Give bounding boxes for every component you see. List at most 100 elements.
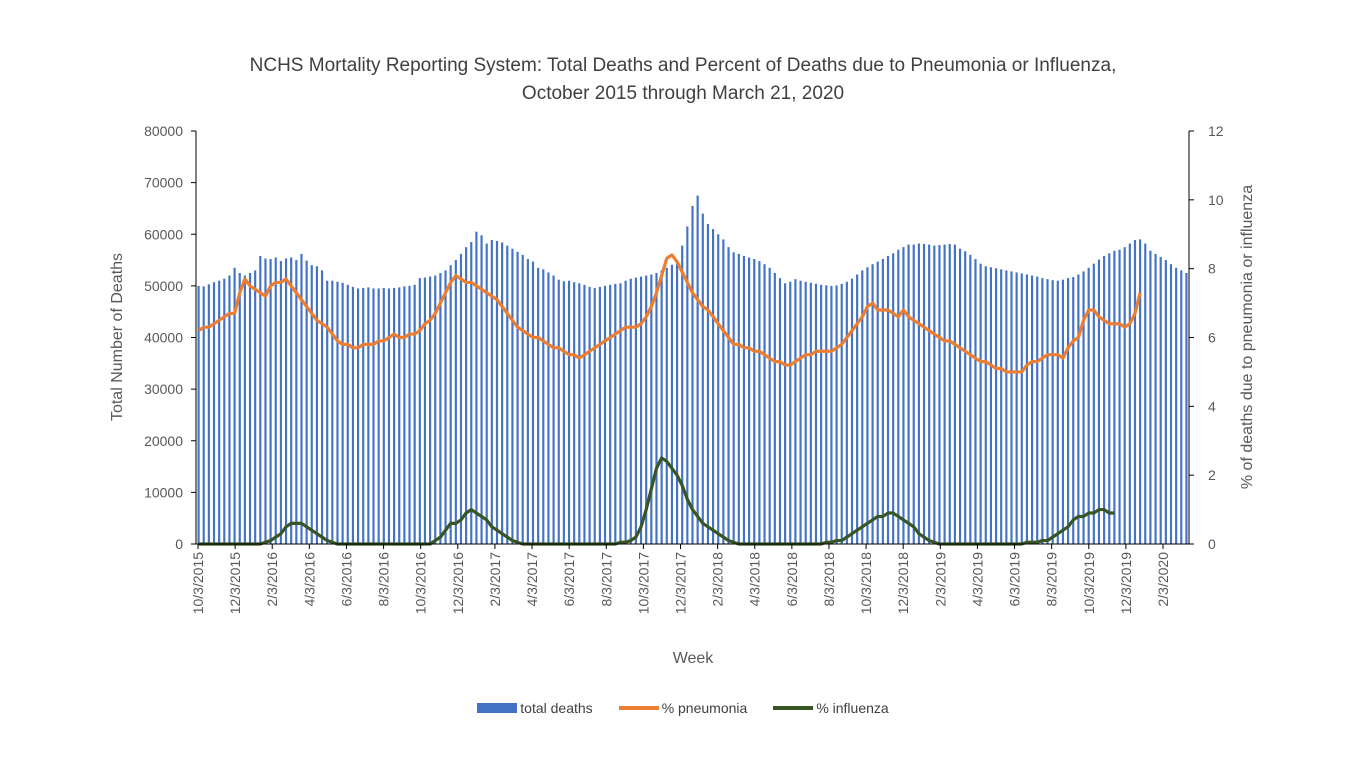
deaths-bar (429, 276, 432, 544)
deaths-bar (439, 272, 442, 544)
deaths-bar (727, 247, 730, 544)
deaths-bar (598, 286, 601, 544)
deaths-bar (413, 284, 416, 544)
deaths-bar (310, 265, 313, 544)
deaths-bar (742, 255, 746, 544)
x-tick-label: 6/3/2019 (1007, 552, 1023, 607)
deaths-bar (650, 274, 653, 544)
deaths-bar (403, 286, 406, 544)
deaths-bar (387, 288, 391, 544)
deaths-bar (1139, 239, 1142, 544)
deaths-bar (933, 245, 936, 545)
deaths-bar (552, 275, 555, 544)
deaths-bar (645, 275, 648, 544)
deaths-bar (274, 257, 277, 544)
deaths-bar (351, 286, 354, 544)
x-tick-label: 10/3/2017 (635, 552, 651, 614)
pneumonia-line (197, 253, 1142, 374)
deaths-bar (706, 223, 710, 544)
legend-label-pneumonia: % pneumonia (661, 700, 748, 716)
deaths-bar (305, 260, 308, 544)
deaths-bar (562, 281, 565, 544)
deaths-bar (994, 268, 998, 544)
deaths-bar (1164, 260, 1167, 544)
deaths-bar (922, 244, 926, 544)
deaths-bar (356, 288, 360, 544)
x-tick-label: 2/3/2019 (932, 552, 948, 607)
x-tick-label: 12/3/2018 (895, 552, 911, 614)
legend-swatch-pneumonia (618, 706, 659, 710)
deaths-bar (372, 288, 375, 544)
deaths-bar (681, 245, 684, 545)
deaths-bar (748, 257, 751, 544)
deaths-bar (696, 195, 699, 544)
deaths-bar (809, 282, 812, 544)
deaths-bar (248, 272, 252, 544)
deaths-bar (670, 264, 673, 544)
x-tick-label: 8/3/2018 (821, 552, 837, 607)
deaths-bar (634, 277, 637, 544)
deaths-bar (588, 286, 591, 544)
deaths-bar (470, 241, 473, 545)
deaths-bar (794, 279, 797, 544)
deaths-bar (578, 283, 581, 544)
deaths-bar (1108, 253, 1111, 544)
deaths-bar (320, 270, 324, 544)
deaths-bar (1159, 256, 1162, 544)
x-tick-label: 4/3/2019 (969, 552, 985, 607)
deaths-bar (1154, 253, 1157, 544)
deaths-bar (547, 272, 550, 544)
x-tick-label: 6/3/2016 (339, 552, 355, 607)
deaths-bar (830, 285, 833, 545)
deaths-bar (825, 285, 828, 544)
x-tick-label: 10/3/2019 (1081, 552, 1097, 614)
deaths-bar (336, 281, 339, 544)
legend-item-influenza: % influenza (773, 700, 889, 716)
deaths-bar (737, 253, 740, 544)
deaths-bar (593, 287, 596, 544)
deaths-bar (506, 245, 509, 545)
deaths-bar (722, 239, 725, 544)
deaths-bar (789, 281, 792, 544)
chart-title-line-1: NCHS Mortality Reporting System: Total D… (249, 55, 1117, 76)
deaths-bar (393, 287, 396, 544)
deaths-bar (1123, 247, 1126, 544)
x-tick-label: 12/3/2015 (227, 552, 243, 614)
deaths-bar (284, 258, 288, 544)
deaths-bar (712, 229, 715, 544)
deaths-bar (290, 257, 293, 544)
deaths-bar (969, 254, 972, 544)
deaths-bar (423, 277, 427, 544)
deaths-bar (212, 282, 216, 544)
deaths-bar (820, 284, 823, 544)
x-tick-label: 6/3/2018 (784, 552, 800, 607)
deaths-bar (1118, 249, 1121, 545)
deaths-bar (1149, 250, 1152, 544)
legend-label-deaths: total deaths (520, 700, 593, 716)
x-tick-label: 8/3/2019 (1044, 552, 1060, 607)
deaths-bar (881, 259, 884, 544)
deaths-bar (871, 264, 874, 544)
deaths-bar (1092, 263, 1095, 544)
deaths-bar (197, 285, 200, 545)
deaths-bar (835, 285, 838, 544)
legend-swatch-influenza (773, 706, 814, 710)
deaths-bar (480, 235, 483, 544)
y-left-tick-label: 50000 (144, 278, 183, 294)
deaths-bar (259, 255, 262, 544)
deaths-bar (1025, 274, 1029, 544)
legend: total deaths % pneumonia % influenza (0, 700, 1366, 716)
y-axis-right-label: % of deaths due to pneumonia or influenz… (1239, 185, 1256, 489)
deaths-bar (958, 248, 962, 544)
deaths-bar (665, 267, 668, 544)
deaths-bar (459, 253, 463, 544)
deaths-bar (1061, 279, 1065, 544)
deaths-bar (964, 251, 967, 545)
deaths-bar (861, 270, 864, 544)
deaths-bar (974, 259, 977, 544)
x-tick-label: 12/3/2019 (1118, 552, 1134, 614)
deaths-bar (1051, 280, 1054, 544)
deaths-bar (943, 244, 946, 544)
x-tick-label: 4/3/2017 (524, 552, 540, 607)
deaths-bar (377, 288, 380, 544)
